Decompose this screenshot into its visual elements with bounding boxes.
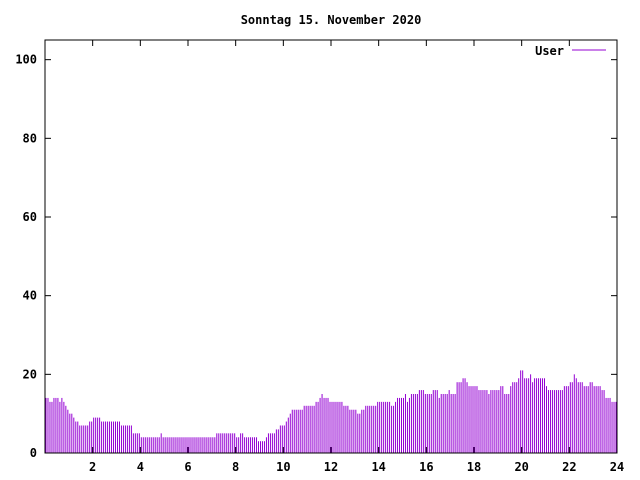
x-tick-label: 22 <box>562 460 576 474</box>
x-tick-label: 16 <box>419 460 433 474</box>
x-tick-label: 14 <box>371 460 385 474</box>
y-tick-label: 80 <box>23 131 37 145</box>
x-tick-label: 6 <box>184 460 191 474</box>
x-tick-label: 10 <box>276 460 290 474</box>
y-tick-label: 20 <box>23 367 37 381</box>
y-tick-label: 100 <box>15 53 37 67</box>
x-tick-label: 8 <box>232 460 239 474</box>
x-tick-label: 4 <box>137 460 144 474</box>
y-tick-label: 60 <box>23 210 37 224</box>
y-tick-label: 0 <box>30 446 37 460</box>
x-tick-label: 18 <box>467 460 481 474</box>
plot-border <box>44 39 618 454</box>
legend-label-user: User <box>535 44 564 58</box>
chart-title: Sonntag 15. November 2020 <box>241 13 422 27</box>
x-tick-label: 2 <box>89 460 96 474</box>
x-tick-label: 12 <box>324 460 338 474</box>
x-tick-label: 24 <box>610 460 624 474</box>
y-tick-label: 40 <box>23 289 37 303</box>
bar-group <box>45 370 617 453</box>
x-tick-label: 20 <box>514 460 528 474</box>
legend: User <box>535 44 606 58</box>
